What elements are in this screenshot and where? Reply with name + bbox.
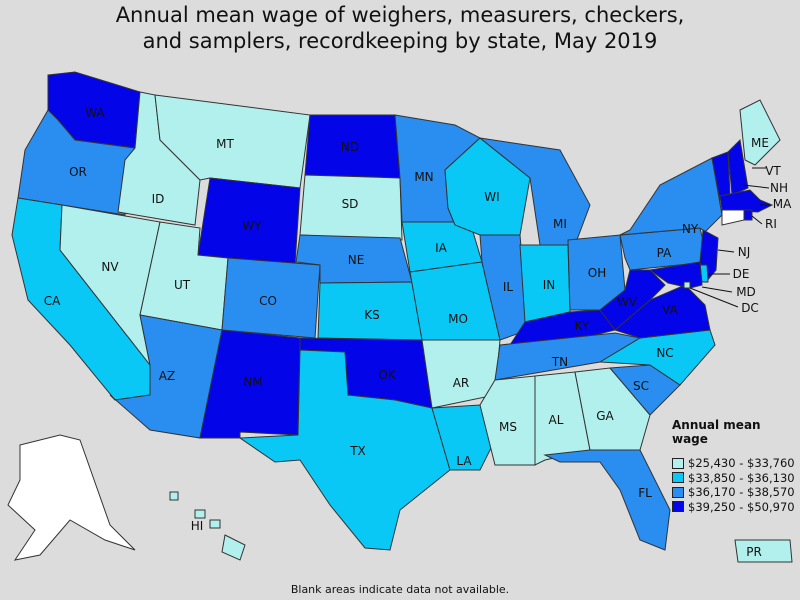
title-line-1: Annual mean wage of weighers, measurers,… xyxy=(115,3,685,27)
label-MN: MN xyxy=(414,170,433,184)
label-NC: NC xyxy=(656,346,673,360)
label-UT: UT xyxy=(174,278,191,292)
legend-swatch xyxy=(672,486,684,498)
label-ND: ND xyxy=(341,140,359,154)
label-MS: MS xyxy=(499,420,517,434)
label-OR: OR xyxy=(69,165,87,179)
label-FL: FL xyxy=(638,486,652,500)
label-MT: MT xyxy=(216,137,234,151)
state-ME[interactable] xyxy=(739,99,781,166)
label-MI: MI xyxy=(553,217,567,231)
label-MA: MA xyxy=(773,197,792,211)
label-AL: AL xyxy=(549,413,564,427)
state-DC[interactable] xyxy=(683,281,691,289)
state-TX[interactable] xyxy=(238,349,451,551)
legend-swatch xyxy=(672,501,684,513)
state-NY[interactable] xyxy=(619,157,723,236)
label-ID: ID xyxy=(152,192,165,206)
legend-title: Annual mean wage xyxy=(672,418,761,446)
legend-swatch xyxy=(672,457,684,469)
label-WY: WY xyxy=(242,219,262,233)
label-MO: MO xyxy=(448,312,468,326)
label-WV: WV xyxy=(617,295,638,309)
state-AK[interactable] xyxy=(7,434,136,561)
label-OH: OH xyxy=(588,266,606,280)
label-TX: TX xyxy=(349,444,366,458)
legend-swatch xyxy=(672,472,684,484)
legend-item: $33,850 - $36,130 xyxy=(672,471,800,486)
label-RI: RI xyxy=(765,217,777,231)
label-VT: VT xyxy=(765,164,781,178)
label-GA: GA xyxy=(596,409,614,423)
label-NH: NH xyxy=(770,181,788,195)
label-PR: PR xyxy=(746,545,762,559)
state-IL[interactable] xyxy=(479,234,529,341)
legend-item: $25,430 - $33,760 xyxy=(672,456,800,471)
legend-label: $33,850 - $36,130 xyxy=(688,470,795,485)
label-AR: AR xyxy=(453,376,470,390)
label-CA: CA xyxy=(44,294,61,308)
state-HI[interactable] xyxy=(221,534,246,561)
label-DC: DC xyxy=(741,301,759,315)
label-KY: KY xyxy=(575,319,590,333)
label-DE: DE xyxy=(733,267,750,281)
label-SC: SC xyxy=(633,379,649,393)
label-IN: IN xyxy=(543,278,556,292)
label-NE: NE xyxy=(348,253,365,267)
state-labels: WA OR CA NV ID MT WY UT AZ CO NM ND SD N… xyxy=(44,106,792,559)
legend-label: $39,250 - $50,970 xyxy=(688,499,795,514)
label-TN: TN xyxy=(551,355,568,369)
state-HI-isle-3[interactable] xyxy=(209,519,221,529)
label-CO: CO xyxy=(259,294,277,308)
label-PA: PA xyxy=(657,246,672,260)
state-HI-isle-1[interactable] xyxy=(169,491,179,501)
legend-label: $25,430 - $33,760 xyxy=(688,456,795,471)
legend: Annual mean wage $25,430 - $33,760 $33,8… xyxy=(672,418,800,514)
state-shapes xyxy=(7,71,793,563)
label-ME: ME xyxy=(751,136,769,150)
legend-item: $36,170 - $38,570 xyxy=(672,485,800,500)
state-NH[interactable] xyxy=(727,138,749,196)
state-HI-isle-2[interactable] xyxy=(194,509,206,519)
state-GA[interactable] xyxy=(574,367,651,451)
label-MD: MD xyxy=(736,285,756,299)
state-LA[interactable] xyxy=(431,404,496,471)
label-KS: KS xyxy=(364,308,380,322)
state-CT[interactable] xyxy=(721,209,745,226)
label-OK: OK xyxy=(378,368,396,382)
title-line-2: and samplers, recordkeeping by state, Ma… xyxy=(142,29,658,53)
label-NM: NM xyxy=(243,375,262,389)
label-WA: WA xyxy=(85,106,105,120)
state-PR[interactable] xyxy=(734,539,793,563)
label-NV: NV xyxy=(101,260,119,274)
label-VA: VA xyxy=(662,303,678,317)
legend-item: $39,250 - $50,970 xyxy=(672,500,800,515)
label-SD: SD xyxy=(342,197,359,211)
label-AZ: AZ xyxy=(159,369,175,383)
label-NJ: NJ xyxy=(738,245,751,259)
label-NY: NY xyxy=(682,222,699,236)
state-WV[interactable] xyxy=(599,269,666,331)
label-HI: HI xyxy=(191,519,204,533)
label-IA: IA xyxy=(435,241,448,255)
state-MS[interactable] xyxy=(479,375,536,466)
leader-lines xyxy=(689,167,770,308)
legend-label: $36,170 - $38,570 xyxy=(688,485,795,500)
label-WI: WI xyxy=(484,190,499,204)
state-SD[interactable] xyxy=(299,174,403,241)
footnote: Blank areas indicate data not available. xyxy=(290,583,510,596)
state-FL[interactable] xyxy=(543,449,671,551)
label-IL: IL xyxy=(503,280,514,294)
label-LA: LA xyxy=(456,454,472,468)
map-title: Annual mean wage of weighers, measurers,… xyxy=(0,2,800,54)
state-RI[interactable] xyxy=(743,209,753,221)
